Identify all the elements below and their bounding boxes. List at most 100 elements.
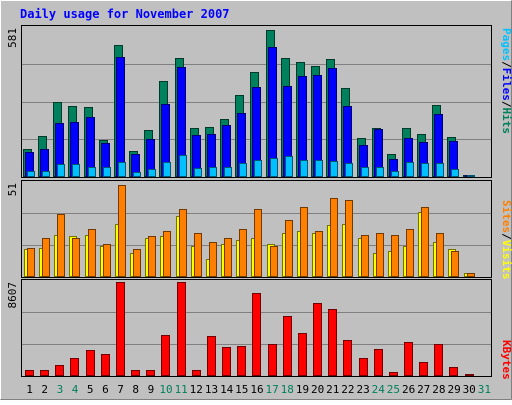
- kbytes-panel-ymax-label: 8607: [6, 282, 19, 309]
- hits-panel-legend: Pages/Files/Hits: [500, 28, 512, 134]
- pages-bar-day-9: [148, 169, 156, 177]
- day-label-10: 10: [159, 383, 172, 396]
- hits-panel-bars: [22, 30, 491, 177]
- legend-item: /: [500, 61, 512, 68]
- sites-bar-day-22: [345, 200, 353, 277]
- sites-bar-day-15: [239, 229, 247, 277]
- sites-bar-day-7: [118, 185, 126, 277]
- legend-item: Visits: [500, 240, 512, 280]
- pages-bar-day-28: [436, 163, 444, 177]
- pages-bar-day-14: [224, 167, 232, 177]
- kbytes-bar-day-23: [359, 358, 368, 376]
- kbytes-panel-legend: KBytes: [500, 340, 512, 380]
- pages-bar-day-24: [376, 167, 384, 177]
- legend-item: Pages: [500, 28, 512, 61]
- day-label-9: 9: [148, 383, 155, 396]
- sites-bar-day-26: [406, 229, 414, 277]
- kbytes-bar-day-15: [237, 346, 246, 376]
- sites-bar-day-14: [224, 238, 232, 277]
- kbytes-panel-bars: [22, 282, 491, 376]
- kbytes-bar-day-5: [86, 350, 95, 376]
- pages-bar-day-17: [270, 158, 278, 177]
- day-label-2: 2: [41, 383, 48, 396]
- kbytes-bar-day-26: [404, 342, 413, 376]
- legend-item: Files: [500, 68, 512, 101]
- visits-panel-ymax-label: 51: [6, 183, 19, 196]
- kbytes-bar-day-11: [177, 282, 186, 376]
- day-label-6: 6: [102, 383, 109, 396]
- pages-bar-day-2: [42, 171, 50, 177]
- day-label-30: 30: [463, 383, 476, 396]
- pages-bar-day-11: [179, 155, 187, 177]
- kbytes-bar-day-6: [101, 354, 110, 376]
- kbytes-bar-day-7: [116, 282, 125, 376]
- kbytes-bar-day-14: [222, 347, 231, 376]
- pages-bar-day-5: [88, 167, 96, 177]
- pages-bar-day-3: [57, 164, 65, 177]
- kbytes-bar-day-3: [55, 365, 64, 376]
- pages-bar-day-16: [254, 160, 262, 177]
- sites-bar-day-25: [391, 235, 399, 277]
- kbytes-bar-day-30: [465, 374, 474, 376]
- pages-bar-day-19: [300, 160, 308, 177]
- day-label-11: 11: [175, 383, 188, 396]
- kbytes-bar-day-2: [40, 370, 49, 376]
- hits-panel-ymax-label: 581: [6, 28, 19, 48]
- day-label-7: 7: [117, 383, 124, 396]
- day-label-25: 25: [387, 383, 400, 396]
- sites-bar-day-18: [285, 220, 293, 277]
- kbytes-bar-day-12: [192, 370, 201, 376]
- day-label-15: 15: [235, 383, 248, 396]
- sites-bar-day-13: [209, 242, 217, 277]
- kbytes-bar-day-9: [146, 370, 155, 376]
- legend-item: /: [500, 233, 512, 240]
- pages-bar-day-1: [27, 171, 35, 177]
- day-label-23: 23: [356, 383, 369, 396]
- day-label-31: 31: [478, 383, 491, 396]
- pages-bar-day-4: [72, 164, 80, 177]
- sites-bar-day-2: [42, 238, 50, 277]
- day-label-29: 29: [447, 383, 460, 396]
- pages-bar-day-15: [239, 163, 247, 177]
- kbytes-bar-day-17: [268, 344, 277, 376]
- sites-bar-day-6: [103, 244, 111, 277]
- sites-bar-day-27: [421, 207, 429, 277]
- day-label-17: 17: [265, 383, 278, 396]
- pages-bar-day-25: [391, 171, 399, 177]
- sites-bar-day-11: [179, 209, 187, 277]
- kbytes-bar-day-22: [343, 340, 352, 376]
- sites-bar-day-20: [315, 231, 323, 277]
- kbytes-bar-day-25: [389, 372, 398, 376]
- kbytes-bar-day-16: [252, 293, 261, 376]
- kbytes-bar-day-20: [313, 303, 322, 376]
- kbytes-panel: 8607 KBytes: [6, 279, 512, 380]
- files-bar-day-17: [268, 47, 277, 177]
- pages-bar-day-10: [163, 162, 171, 177]
- kbytes-bar-day-1: [25, 370, 34, 376]
- pages-bar-day-27: [421, 163, 429, 177]
- chart-title: Daily usage for November 2007: [20, 7, 230, 21]
- sites-bar-day-30: [467, 273, 475, 277]
- sites-bar-day-12: [194, 233, 202, 277]
- day-label-27: 27: [417, 383, 430, 396]
- pages-bar-day-30: [467, 175, 475, 177]
- files-bar-day-7: [116, 57, 125, 177]
- sites-bar-day-23: [361, 235, 369, 277]
- pages-bar-day-12: [194, 168, 202, 177]
- kbytes-bar-day-19: [298, 333, 307, 376]
- pages-bar-day-20: [315, 160, 323, 177]
- day-label-5: 5: [87, 383, 94, 396]
- sites-bar-day-28: [436, 233, 444, 277]
- day-label-3: 3: [57, 383, 64, 396]
- kbytes-bar-day-4: [70, 358, 79, 376]
- visits-panel-legend: Sites/Visits: [500, 200, 512, 280]
- visits-panel-bars: [22, 185, 491, 277]
- sites-bar-day-21: [330, 198, 338, 277]
- day-label-24: 24: [372, 383, 386, 396]
- pages-bar-day-23: [361, 167, 369, 177]
- sites-bar-day-3: [57, 214, 65, 277]
- day-label-18: 18: [281, 383, 294, 396]
- kbytes-bar-day-10: [161, 335, 170, 376]
- day-label-12: 12: [190, 383, 203, 396]
